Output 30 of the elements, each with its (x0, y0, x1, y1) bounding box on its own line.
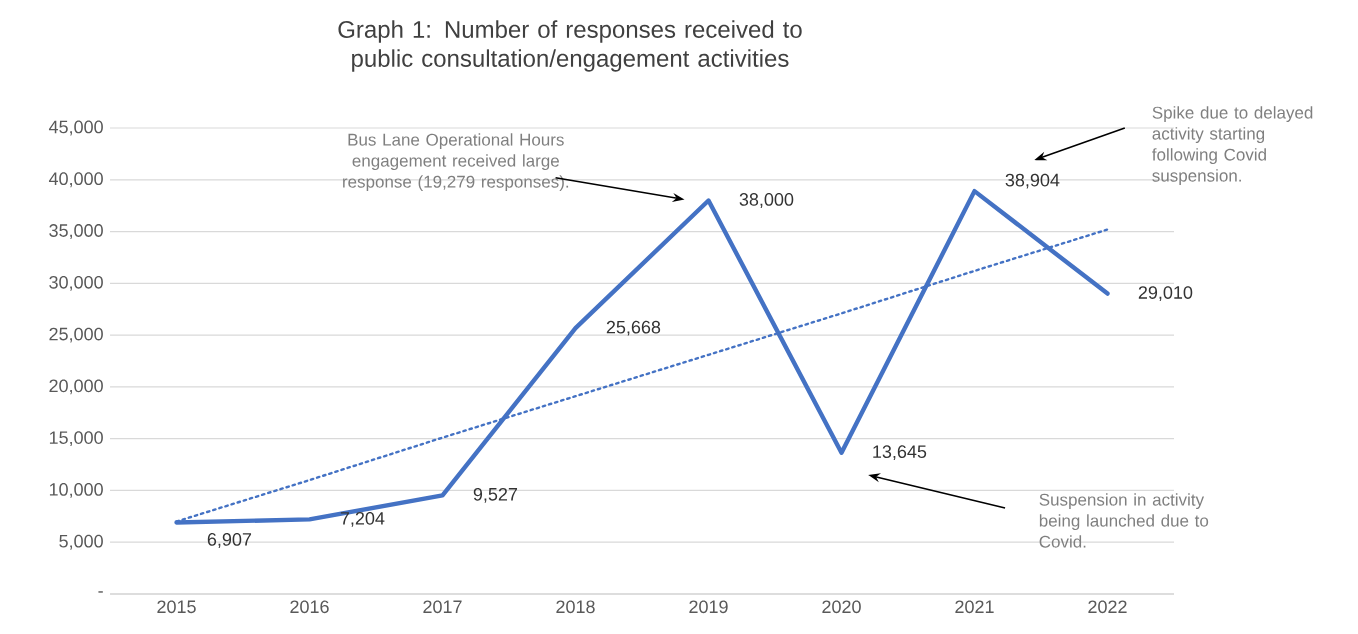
y-tick-label: 35,000 (49, 224, 103, 239)
x-tick-label: 2015 (157, 600, 196, 614)
annotation: Suspension in activity being launched due to Covid. (1039, 493, 1209, 548)
data-label: 9,527 (473, 487, 518, 503)
annotation: Bus Lane Operational Hours engagement received large response (19,279 responses). (343, 133, 569, 192)
y-tick-label: 10,000 (49, 483, 103, 498)
x-tick-label: 2022 (1088, 600, 1127, 614)
y-tick-label: 20,000 (49, 379, 103, 395)
x-tick-label: 2020 (822, 600, 861, 614)
chart-title: Graph 1: Number of responses received to public consultation/engagement activities (338, 20, 802, 72)
data-label: 6,907 (207, 533, 252, 548)
y-tick-label: 40,000 (48, 172, 103, 188)
x-tick-label: 2021 (955, 600, 994, 614)
x-tick-label: 2017 (423, 600, 462, 614)
y-tick-label: 25,000 (49, 327, 103, 343)
y-tick-label: 15,000 (49, 431, 103, 447)
y-tick-label: - (98, 591, 103, 593)
data-label: 13,645 (873, 445, 927, 461)
y-tick-label: 45,000 (48, 120, 103, 136)
data-label: 29,010 (1138, 286, 1193, 302)
annotation: Spike due to delayed activity starting following Covid suspension. (1152, 106, 1313, 186)
x-tick-label: 2016 (290, 600, 329, 614)
y-tick-label: 30,000 (49, 275, 103, 291)
y-tick-label: 5,000 (59, 534, 103, 550)
data-label: 7,204 (340, 511, 385, 527)
x-tick-label: 2019 (689, 600, 728, 614)
data-label: 25,668 (606, 320, 661, 336)
x-tick-label: 2018 (556, 600, 595, 614)
data-label: 38,904 (1005, 173, 1060, 189)
data-label: 38,000 (739, 193, 794, 208)
